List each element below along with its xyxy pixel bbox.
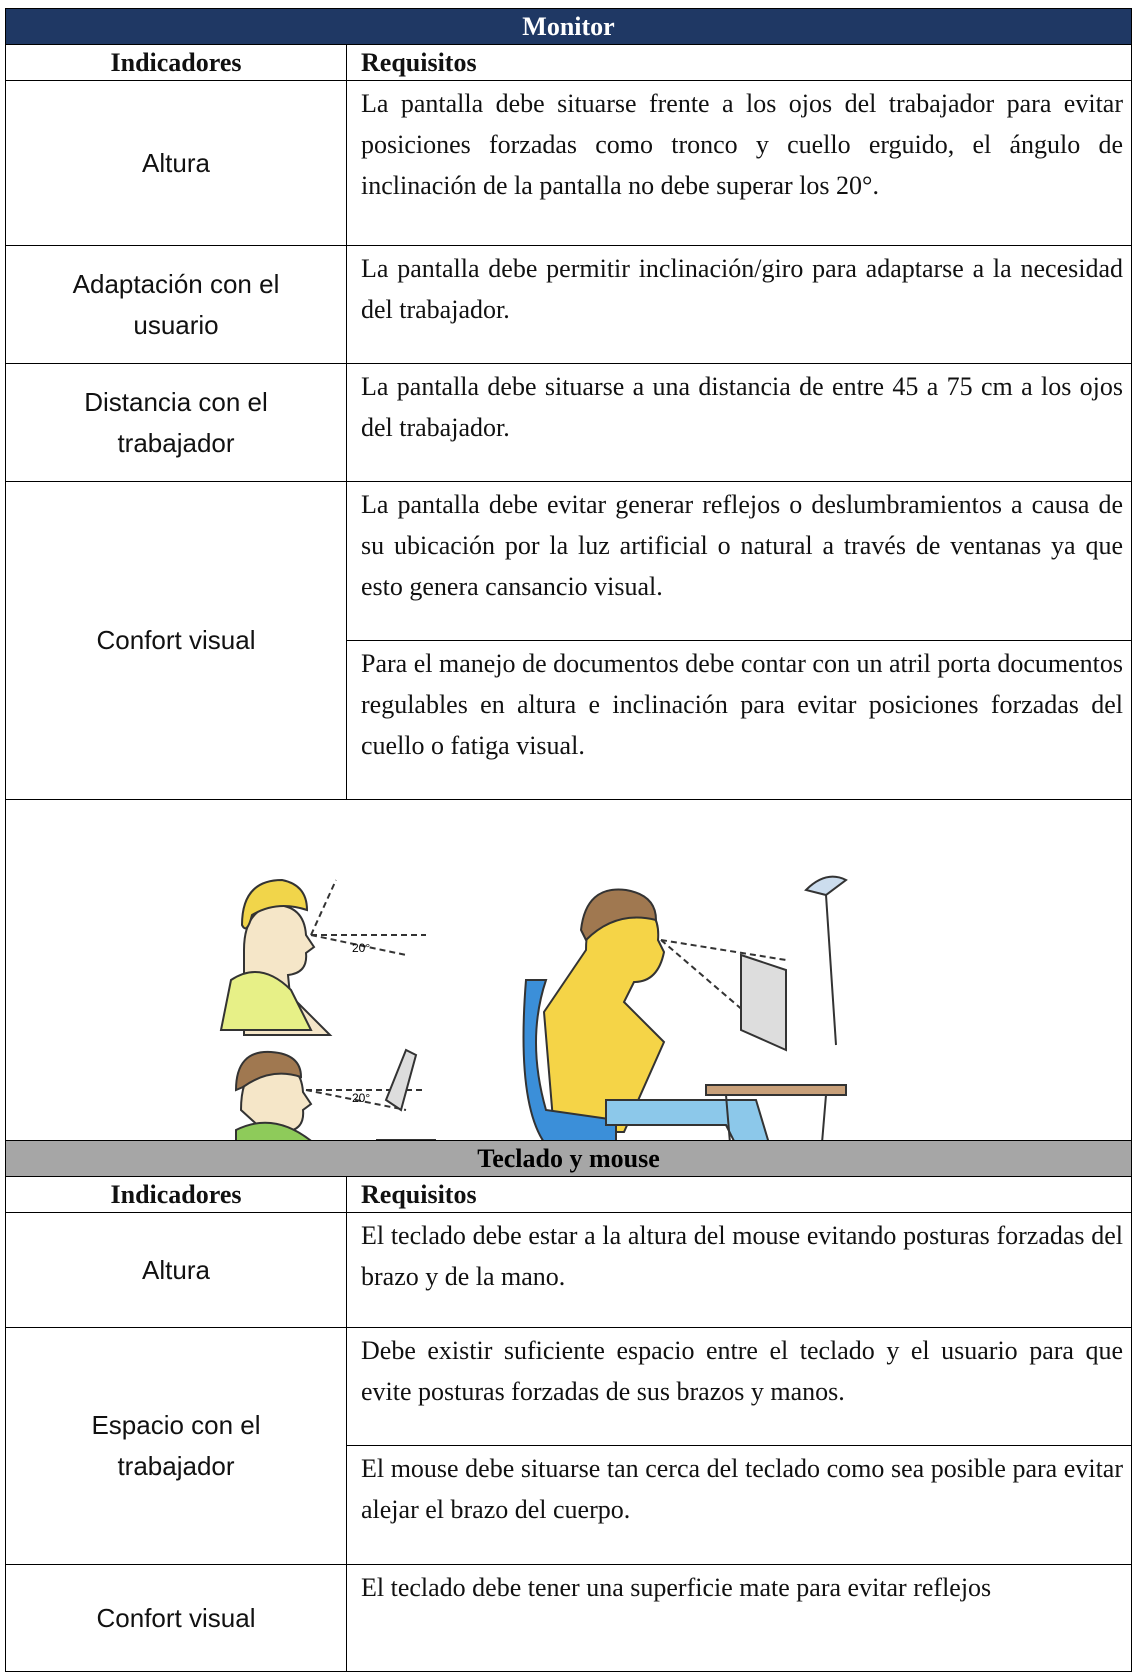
angle-label: 20° — [352, 941, 370, 955]
section-title-row: Teclado y mouse — [5, 1140, 1132, 1177]
table-row: Altura El teclado debe estar a la altura … — [5, 1212, 1132, 1328]
table-body: Monitor Indicadores Requisitos Altura La pan… — [5, 8, 1132, 1672]
section-title: Teclado y mouse — [5, 1140, 1132, 1177]
table-row: Adaptación con el usuario La pantalla deb… — [5, 245, 1132, 364]
table-row: Espacio con el trabajador Debe existir su… — [5, 1327, 1132, 1565]
indicator-cell: Adaptación con el usuario — [5, 245, 347, 364]
table-row: Para el manejo de documentos debe contar… — [6, 640, 1132, 800]
requirement-cell: Para el manejo de documentos debe contar… — [346, 640, 1132, 800]
figure-row: 20° 20° — [5, 799, 1132, 1141]
figure-cell: 20° 20° — [5, 799, 1132, 1141]
requirement-cell: Debe existir suficiente espacio entre el… — [346, 1327, 1132, 1446]
indicator-cell: Confort visual — [5, 481, 347, 800]
indicator-cell: Confort visual — [5, 1564, 347, 1672]
table-row: Confort visual El teclado debe tener una … — [5, 1564, 1132, 1672]
table-row: Distancia con el trabajador La pantalla d… — [5, 363, 1132, 482]
requirement-cell: La pantalla debe situarse a una distanci… — [346, 363, 1132, 482]
section-title: Monitor — [5, 8, 1132, 45]
column-header: Indicadores — [5, 44, 347, 81]
column-header: Requisitos — [346, 44, 1132, 81]
requirement-cell: La pantalla debe permitir inclinación/gi… — [346, 245, 1132, 364]
ergonomics-illustration: 20° 20° — [219, 875, 848, 1140]
requirements-table: Monitor Indicadores Requisitos Altura La pan… — [5, 8, 1132, 1672]
indicator-cell: Espacio con el trabajador — [5, 1327, 347, 1565]
table-row: Confort visual La pantalla debe evitar ge… — [5, 481, 1132, 800]
header-row: Indicadores Requisitos — [5, 1176, 1132, 1213]
requirement-cell: El mouse debe situarse tan cerca del tec… — [346, 1445, 1132, 1565]
requirement-cell: La pantalla debe situarse frente a los o… — [346, 80, 1132, 246]
indicator-cell: Distancia con el trabajador — [5, 363, 347, 482]
indicator-cell: Altura — [5, 80, 347, 246]
table-row: El mouse debe situarse tan cerca del tec… — [6, 1445, 1132, 1565]
header-row: Indicadores Requisitos — [5, 44, 1132, 81]
column-header: Indicadores — [5, 1176, 347, 1213]
section-title-row: Monitor — [5, 8, 1132, 45]
requirement-cell: La pantalla debe evitar generar reflejos… — [346, 481, 1132, 641]
column-header: Requisitos — [346, 1176, 1132, 1213]
angle-label: 20° — [352, 1091, 370, 1105]
table-row: Altura La pantalla debe situarse frente a… — [5, 80, 1132, 246]
indicator-cell: Altura — [5, 1212, 347, 1328]
requirement-cell: El teclado debe estar a la altura del mo… — [346, 1212, 1132, 1328]
requirement-cell: El teclado debe tener una superficie mat… — [346, 1564, 1132, 1672]
